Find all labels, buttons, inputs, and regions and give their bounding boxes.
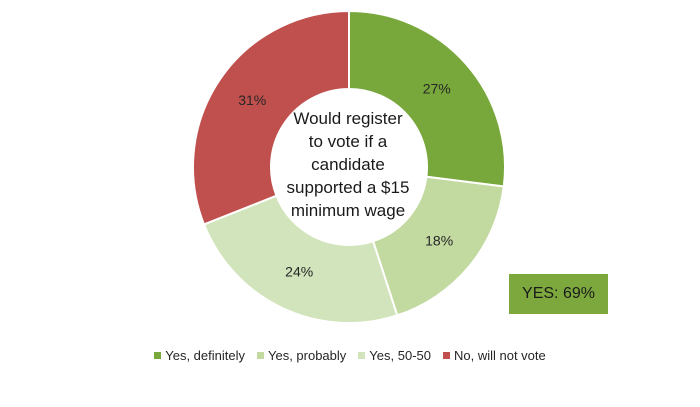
legend-label: Yes, definitely: [165, 348, 245, 363]
legend-swatch: [358, 352, 366, 359]
slices: [192, 9, 506, 324]
slice-label: 27%: [423, 80, 451, 96]
legend-item: Yes, probably: [256, 348, 347, 363]
legend-label: Yes, probably: [267, 348, 347, 363]
center-text: Would register to vote if a candidate su…: [287, 109, 410, 220]
donut-slice: [202, 194, 399, 324]
legend-item: Yes, definitely: [154, 348, 245, 363]
legend-swatch: [442, 352, 450, 359]
legend-swatch: [154, 352, 162, 359]
legend-label: Yes, 50-50: [369, 348, 431, 363]
donut-slice: [371, 175, 505, 317]
legend-item: No, will not vote: [442, 348, 546, 363]
legend: Yes, definitely Yes, probably Yes, 50-50…: [0, 348, 700, 363]
center-text-line: minimum wage: [291, 201, 405, 220]
center-text-line: to vote if a: [309, 132, 388, 151]
legend-label: No, will not vote: [453, 348, 546, 363]
slice-labels: 27% 18% 24% 31%: [238, 80, 453, 279]
yes-total-annotation: YES: 69%: [509, 274, 608, 314]
donut-slice: [348, 9, 506, 188]
slice-label: 31%: [238, 92, 266, 108]
legend-item: Yes, 50-50: [358, 348, 431, 363]
center-text-line: Would register: [293, 109, 403, 128]
donut-slice: [192, 9, 350, 226]
center-text-line: candidate: [311, 155, 385, 174]
slice-label: 24%: [285, 264, 313, 280]
center-text-line: supported a $15: [287, 178, 410, 197]
slice-label: 18%: [425, 232, 453, 248]
legend-swatch: [256, 352, 264, 359]
